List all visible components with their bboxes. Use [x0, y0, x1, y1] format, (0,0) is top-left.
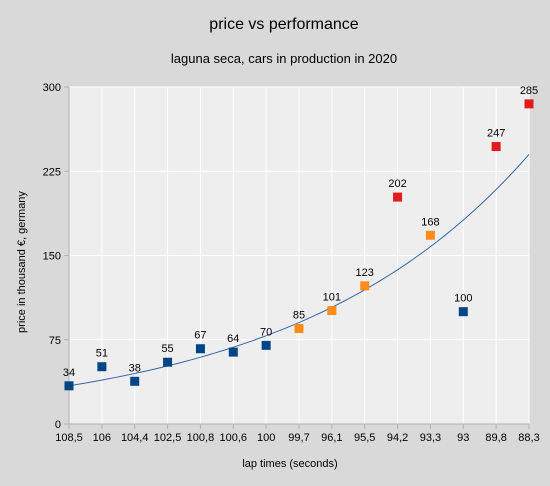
data-label: 64 — [227, 333, 239, 345]
x-tick-label: 104,4 — [121, 432, 149, 444]
data-point — [425, 230, 435, 240]
data-label: 101 — [323, 292, 341, 304]
x-tick-label: 100,8 — [187, 432, 215, 444]
trend-line-group — [68, 154, 530, 387]
data-point — [524, 99, 534, 109]
chart-title: price vs performance — [209, 16, 358, 33]
data-label: 202 — [388, 178, 406, 190]
data-point — [97, 362, 107, 372]
x-tick-label: 102,5 — [154, 432, 182, 444]
data-points — [64, 99, 534, 391]
trend-line — [68, 154, 530, 387]
data-label: 100 — [454, 293, 472, 305]
data-label: 55 — [161, 343, 173, 355]
y-axis-label: price in thousand €, germany — [16, 191, 28, 333]
x-tick-label: 95,5 — [354, 432, 375, 444]
data-point — [195, 344, 205, 354]
x-tick-labels: 108,5 106 104,4 102,5 100,8 100,6 100 99,7 96,1 9… — [55, 432, 539, 444]
y-tick-label: 0 — [55, 419, 61, 431]
data-label: 51 — [96, 348, 108, 360]
y-tick-label: 300 — [43, 82, 61, 94]
data-point — [228, 347, 238, 357]
data-label: 247 — [487, 128, 505, 140]
data-label: 70 — [260, 326, 272, 338]
data-point — [163, 357, 173, 367]
data-label: 123 — [356, 267, 374, 279]
data-point — [130, 376, 140, 386]
data-point — [393, 192, 403, 202]
data-point — [261, 340, 271, 350]
x-tick-label: 100,6 — [220, 432, 248, 444]
data-point — [327, 306, 337, 316]
data-labels: 34 51 38 55 67 64 70 85 101 123 202 168 100 247 285 — [63, 85, 538, 379]
chart-subtitle: laguna seca, cars in production in 2020 — [171, 51, 397, 66]
x-tick-label: 89,8 — [485, 432, 506, 444]
y-tick-labels: 0 75 150 225 300 — [43, 82, 61, 431]
data-point — [360, 281, 370, 291]
y-tick-label: 150 — [43, 251, 61, 263]
x-tick-label: 108,5 — [55, 432, 83, 444]
axes — [64, 86, 530, 429]
x-axis-label: lap times (seconds) — [242, 458, 337, 470]
data-label: 67 — [194, 330, 206, 342]
data-label: 85 — [293, 310, 305, 322]
x-tick-label: 100 — [257, 432, 275, 444]
grid-lines — [68, 86, 530, 424]
data-label: 34 — [63, 367, 75, 379]
data-point — [64, 381, 74, 391]
x-tick-label: 99,7 — [288, 432, 309, 444]
y-tick-label: 225 — [43, 166, 61, 178]
data-point — [458, 307, 468, 317]
x-tick-label: 93 — [457, 432, 469, 444]
data-label: 168 — [421, 216, 439, 228]
y-tick-label: 75 — [49, 335, 61, 347]
data-point — [294, 324, 304, 334]
x-tick-label: 94,2 — [387, 432, 408, 444]
x-tick-label: 106 — [93, 432, 111, 444]
x-tick-label: 96,1 — [321, 432, 342, 444]
data-label: 285 — [520, 85, 538, 97]
data-label: 38 — [129, 362, 141, 374]
x-tick-label: 88,3 — [518, 432, 539, 444]
x-tick-label: 93,3 — [420, 432, 441, 444]
data-point — [491, 142, 501, 152]
